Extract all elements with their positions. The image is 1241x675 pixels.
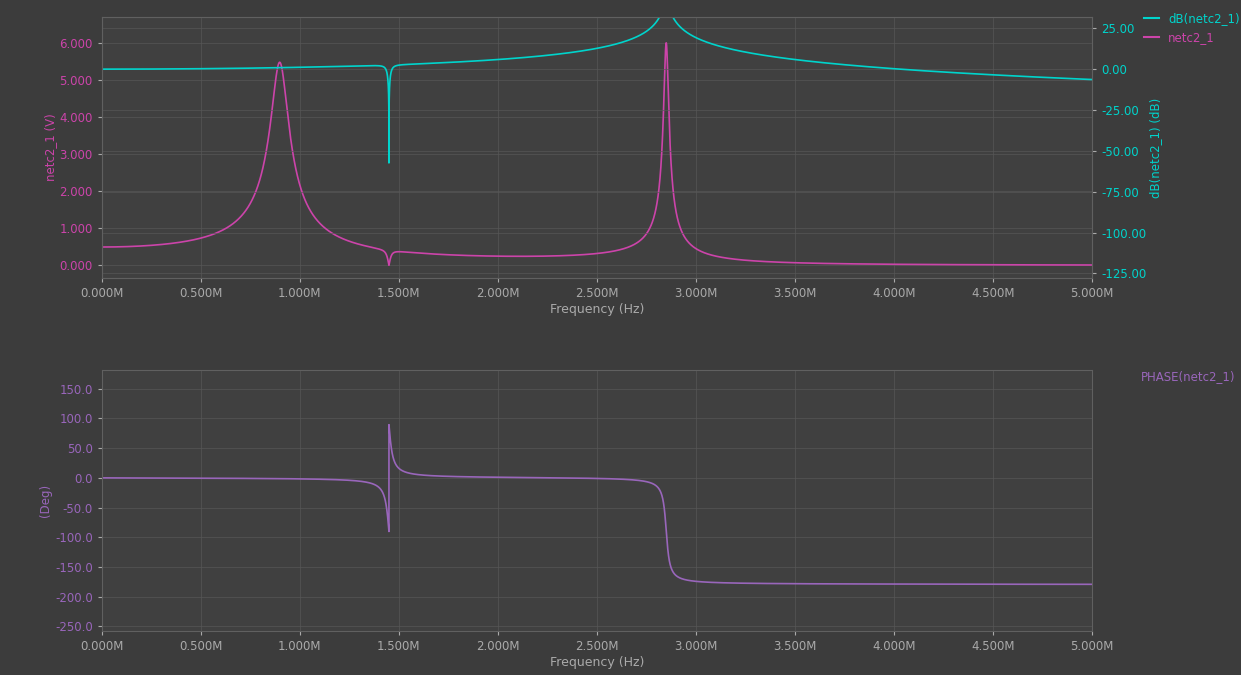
X-axis label: Frequency (Hz): Frequency (Hz) bbox=[550, 656, 644, 669]
Legend: PHASE(netc2_1): PHASE(netc2_1) bbox=[1127, 365, 1240, 387]
Y-axis label: netc2_1 (V): netc2_1 (V) bbox=[43, 113, 57, 182]
Y-axis label: dB(netc2_1) (dB): dB(netc2_1) (dB) bbox=[1149, 97, 1162, 198]
X-axis label: Frequency (Hz): Frequency (Hz) bbox=[550, 303, 644, 316]
Legend: dB(netc2_1), netc2_1: dB(netc2_1), netc2_1 bbox=[1144, 12, 1240, 45]
Y-axis label: (Deg): (Deg) bbox=[40, 484, 52, 517]
